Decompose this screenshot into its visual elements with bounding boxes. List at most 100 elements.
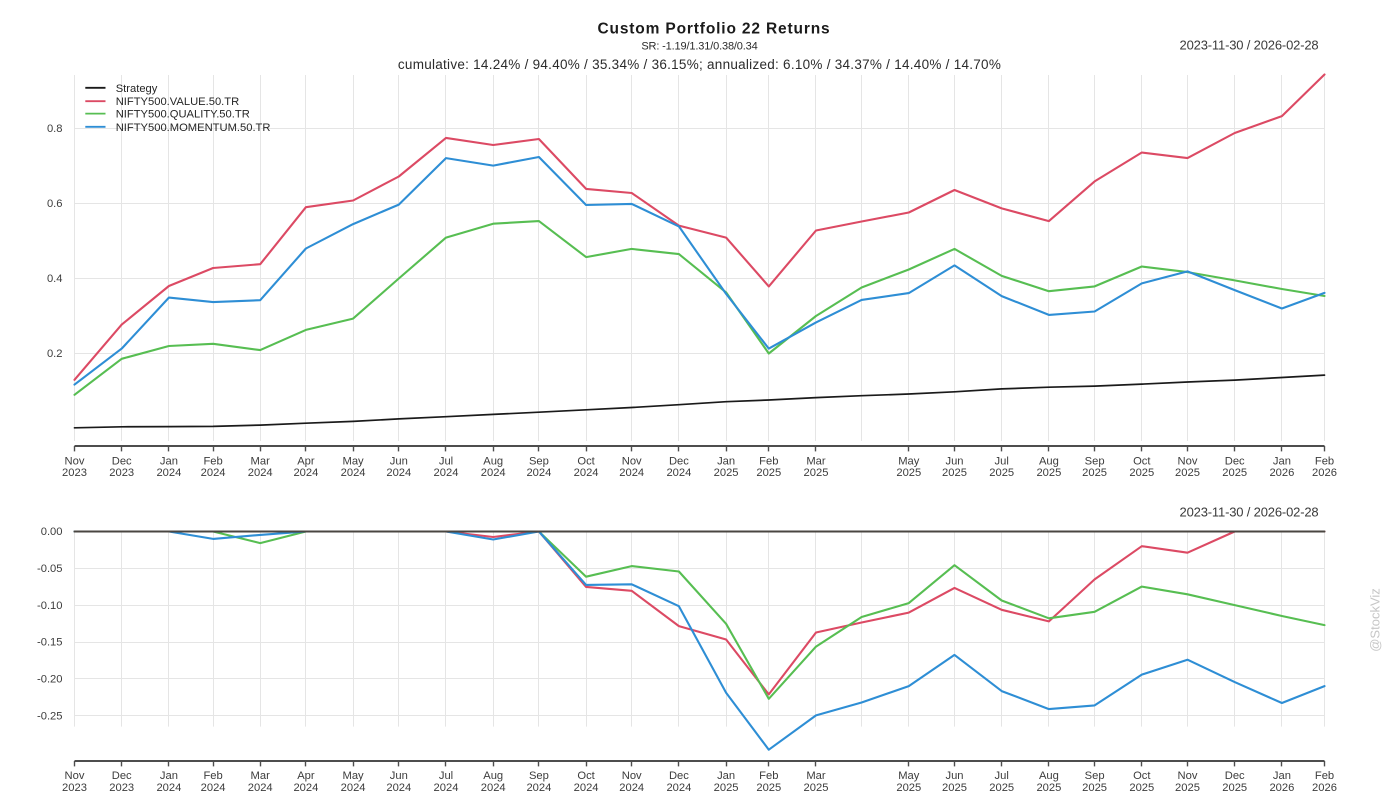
svg-text:0.8: 0.8 xyxy=(47,123,63,135)
svg-text:-0.25: -0.25 xyxy=(37,710,63,722)
svg-text:Mar: Mar xyxy=(251,770,271,782)
svg-text:Aug: Aug xyxy=(483,770,503,782)
svg-text:2025: 2025 xyxy=(942,782,967,794)
svg-text:Jul: Jul xyxy=(439,770,453,782)
svg-text:May: May xyxy=(898,770,920,782)
svg-text:2025: 2025 xyxy=(942,467,967,479)
svg-text:Apr: Apr xyxy=(297,455,315,467)
svg-text:2025: 2025 xyxy=(896,467,921,479)
svg-text:2025: 2025 xyxy=(1082,467,1107,479)
svg-text:Jun: Jun xyxy=(390,770,408,782)
svg-text:0.2: 0.2 xyxy=(47,348,63,360)
svg-text:2023: 2023 xyxy=(109,467,134,479)
svg-text:Mar: Mar xyxy=(806,455,826,467)
svg-text:Sep: Sep xyxy=(529,770,549,782)
svg-text:NIFTY500.QUALITY.50.TR: NIFTY500.QUALITY.50.TR xyxy=(116,109,250,121)
svg-text:0.00: 0.00 xyxy=(41,526,63,538)
svg-text:Oct: Oct xyxy=(577,770,595,782)
svg-text:2023: 2023 xyxy=(109,782,134,794)
svg-text:Apr: Apr xyxy=(297,770,315,782)
svg-text:Oct: Oct xyxy=(1133,770,1151,782)
svg-text:-0.05: -0.05 xyxy=(37,563,63,575)
svg-text:2024: 2024 xyxy=(341,467,366,479)
svg-text:Jul: Jul xyxy=(439,455,453,467)
svg-text:2023: 2023 xyxy=(62,467,87,479)
svg-text:2026: 2026 xyxy=(1269,782,1294,794)
svg-text:2024: 2024 xyxy=(248,782,273,794)
svg-text:2025: 2025 xyxy=(804,782,829,794)
svg-text:2025: 2025 xyxy=(896,782,921,794)
svg-text:Jun: Jun xyxy=(945,770,963,782)
svg-text:Aug: Aug xyxy=(483,455,503,467)
svg-text:Jan: Jan xyxy=(717,770,735,782)
svg-text:Dec: Dec xyxy=(669,770,689,782)
svg-text:Feb: Feb xyxy=(759,455,778,467)
svg-text:2026: 2026 xyxy=(1312,782,1337,794)
svg-text:2024: 2024 xyxy=(526,467,551,479)
svg-text:0.6: 0.6 xyxy=(47,198,63,210)
svg-text:Oct: Oct xyxy=(1133,455,1151,467)
svg-text:2025: 2025 xyxy=(1222,467,1247,479)
svg-text:2023-11-30 / 2026-02-28: 2023-11-30 / 2026-02-28 xyxy=(1180,38,1319,53)
svg-text:2026: 2026 xyxy=(1269,467,1294,479)
svg-text:2024: 2024 xyxy=(619,467,644,479)
svg-text:Jan: Jan xyxy=(1273,455,1291,467)
svg-text:2024: 2024 xyxy=(574,467,599,479)
svg-text:2025: 2025 xyxy=(1082,782,1107,794)
svg-text:2025: 2025 xyxy=(804,467,829,479)
svg-text:Mar: Mar xyxy=(251,455,271,467)
svg-text:Feb: Feb xyxy=(203,455,222,467)
svg-text:Nov: Nov xyxy=(65,455,85,467)
svg-text:Nov: Nov xyxy=(622,455,642,467)
svg-text:0.4: 0.4 xyxy=(47,273,63,285)
svg-text:2024: 2024 xyxy=(574,782,599,794)
svg-text:2024: 2024 xyxy=(386,467,411,479)
svg-text:May: May xyxy=(898,455,920,467)
svg-text:2025: 2025 xyxy=(1175,782,1200,794)
svg-text:Aug: Aug xyxy=(1039,455,1059,467)
svg-text:2024: 2024 xyxy=(248,467,273,479)
svg-text:Strategy: Strategy xyxy=(116,83,158,95)
svg-text:2024: 2024 xyxy=(201,467,226,479)
svg-text:2024: 2024 xyxy=(526,782,551,794)
svg-text:Feb: Feb xyxy=(1315,455,1334,467)
svg-text:Mar: Mar xyxy=(806,770,826,782)
svg-text:2024: 2024 xyxy=(293,782,318,794)
svg-text:2024: 2024 xyxy=(434,467,459,479)
svg-text:@StockViz: @StockViz xyxy=(1368,588,1383,652)
svg-text:2024: 2024 xyxy=(156,782,181,794)
svg-text:Nov: Nov xyxy=(622,770,642,782)
svg-text:Jul: Jul xyxy=(995,455,1009,467)
svg-text:2025: 2025 xyxy=(1129,467,1154,479)
svg-text:Feb: Feb xyxy=(1315,770,1334,782)
svg-text:2024: 2024 xyxy=(434,782,459,794)
svg-text:2024: 2024 xyxy=(619,782,644,794)
svg-text:2024: 2024 xyxy=(666,467,691,479)
svg-text:2024: 2024 xyxy=(156,467,181,479)
svg-text:2024: 2024 xyxy=(386,782,411,794)
svg-text:Jun: Jun xyxy=(390,455,408,467)
svg-text:2025: 2025 xyxy=(1222,782,1247,794)
svg-text:Dec: Dec xyxy=(112,455,132,467)
svg-text:Jan: Jan xyxy=(717,455,735,467)
svg-text:2024: 2024 xyxy=(666,782,691,794)
svg-text:May: May xyxy=(343,770,365,782)
svg-text:-0.10: -0.10 xyxy=(37,600,63,612)
svg-text:2024: 2024 xyxy=(481,782,506,794)
svg-text:2025: 2025 xyxy=(756,782,781,794)
svg-text:cumulative: 14.24% / 94.40% /: cumulative: 14.24% / 94.40% / 35.34% / 3… xyxy=(398,57,1001,72)
svg-text:Jan: Jan xyxy=(160,455,178,467)
svg-text:2025: 2025 xyxy=(989,467,1014,479)
svg-text:2025: 2025 xyxy=(989,782,1014,794)
svg-text:Jan: Jan xyxy=(160,770,178,782)
svg-text:Jun: Jun xyxy=(945,455,963,467)
svg-text:2025: 2025 xyxy=(1129,782,1154,794)
svg-text:2025: 2025 xyxy=(756,467,781,479)
svg-text:Nov: Nov xyxy=(1178,770,1198,782)
svg-text:2025: 2025 xyxy=(714,467,739,479)
svg-text:Dec: Dec xyxy=(1225,455,1245,467)
svg-text:Dec: Dec xyxy=(112,770,132,782)
svg-text:-0.20: -0.20 xyxy=(37,674,63,686)
svg-text:2024: 2024 xyxy=(481,467,506,479)
svg-text:NIFTY500.VALUE.50.TR: NIFTY500.VALUE.50.TR xyxy=(116,96,240,108)
